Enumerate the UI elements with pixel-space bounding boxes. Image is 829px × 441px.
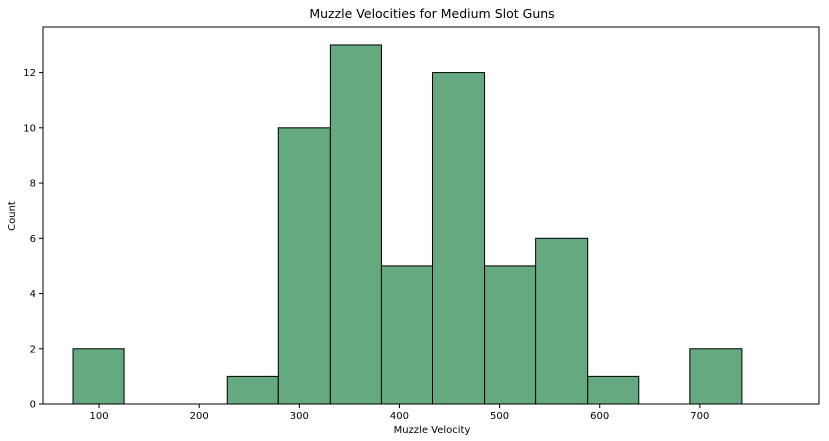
y-tick-label: 0 [30,400,36,411]
y-tick-label: 6 [30,234,36,245]
plot-frame [42,26,820,405]
y-tick-label: 8 [30,179,36,190]
y-axis-label: Count [7,201,18,231]
chart-title: Muzzle Velocities for Medium Slot Guns [309,6,554,21]
histogram-bar [380,265,434,405]
y-tick-label: 12 [23,68,36,79]
histogram-bar [587,375,640,405]
histogram-bar [432,72,486,405]
y-axis-ticks: 0 2 4 6 8 10 12 [23,68,43,411]
y-tick-label: 4 [30,289,36,300]
y-tick-label: 2 [30,344,36,355]
x-tick-label: 200 [190,411,209,422]
x-tick-label: 600 [590,411,609,422]
histogram-bar [226,375,279,405]
x-tick-label: 400 [390,411,409,422]
x-tick-label: 300 [290,411,309,422]
histogram-bar [484,265,537,405]
x-tick-label: 700 [690,411,709,422]
y-tick-label: 10 [23,123,36,134]
histogram-bar [277,127,331,405]
histogram-bar [535,237,589,405]
x-tick-label: 100 [90,411,109,422]
axes-frame [42,26,820,405]
x-tick-label: 500 [490,411,509,422]
histogram-bar [689,348,743,405]
bars-group [72,44,743,405]
histogram-bar [72,348,125,405]
histogram-bar [329,44,382,405]
x-axis-ticks: 100 200 300 400 500 600 700 [90,404,709,422]
x-axis-label: Muzzle Velocity [394,425,471,436]
